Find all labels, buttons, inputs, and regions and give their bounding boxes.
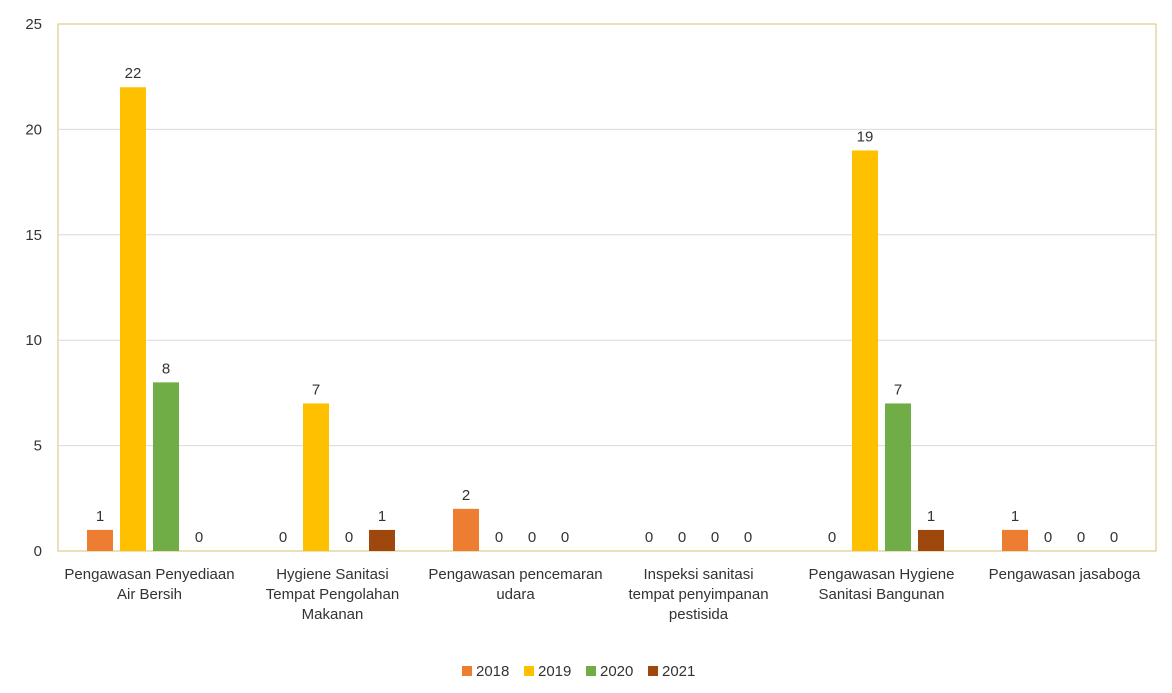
y-tick-label: 5 — [34, 438, 42, 455]
data-label: 1 — [927, 508, 935, 525]
data-label: 7 — [894, 381, 902, 398]
data-label: 2 — [462, 487, 470, 504]
bar-2021 — [918, 529, 944, 551]
data-label: 1 — [96, 508, 104, 525]
plot-area-border — [57, 23, 1157, 552]
bar-2018 — [453, 508, 479, 551]
data-label: 0 — [744, 529, 752, 546]
data-label: 0 — [345, 529, 353, 546]
data-label: 0 — [1077, 529, 1085, 546]
legend-swatch-2019 — [524, 666, 534, 676]
data-label: 0 — [711, 529, 719, 546]
x-category-label: Hygiene Sanitasi Tempat Pengolahan Makanan — [266, 566, 399, 623]
data-label: 0 — [561, 529, 569, 546]
data-label: 8 — [162, 360, 170, 377]
x-category-label: Pengawasan Penyediaan Air Bersih — [64, 566, 234, 603]
data-label: 0 — [1044, 529, 1052, 546]
x-category-label: Inspeksi sanitasi tempat penyimpanan pesti… — [628, 566, 768, 623]
x-category-label: Pengawasan jasaboga — [989, 566, 1141, 583]
legend-label: 2020 — [600, 663, 633, 680]
legend-swatch-2021 — [648, 666, 658, 676]
y-tick-label: 20 — [25, 121, 42, 138]
bar-2020 — [885, 403, 911, 551]
data-label: 0 — [678, 529, 686, 546]
y-tick-label: 10 — [25, 332, 42, 349]
legend-swatch-2020 — [586, 666, 596, 676]
y-tick-label: 0 — [34, 543, 42, 560]
data-label: 0 — [279, 529, 287, 546]
data-label: 7 — [312, 381, 320, 398]
bar-2019 — [303, 403, 329, 551]
legend-label: 2018 — [476, 663, 509, 680]
data-label: 0 — [828, 529, 836, 546]
y-tick-label: 25 — [25, 16, 42, 33]
bar-2019 — [852, 150, 878, 552]
x-category-label: Pengawasan pencemaran udara — [428, 566, 602, 603]
bar-2018 — [87, 529, 113, 551]
data-label: 0 — [195, 529, 203, 546]
legend-label: 2021 — [662, 663, 695, 680]
bar-2021 — [369, 529, 395, 551]
y-tick-label: 15 — [25, 227, 42, 244]
data-label: 0 — [1110, 529, 1118, 546]
legend-swatch-2018 — [462, 666, 472, 676]
bar-2018 — [1002, 529, 1028, 551]
bar-2020 — [153, 382, 179, 551]
data-label: 19 — [857, 128, 874, 145]
data-label: 0 — [528, 529, 536, 546]
data-label: 1 — [378, 508, 386, 525]
data-label: 22 — [125, 65, 142, 82]
data-label: 1 — [1011, 508, 1019, 525]
data-label: 0 — [645, 529, 653, 546]
legend-label: 2019 — [538, 663, 571, 680]
data-label: 0 — [495, 529, 503, 546]
bar-2019 — [120, 87, 146, 552]
x-category-label: Pengawasan Hygiene Sanitasi Bangunan — [809, 566, 955, 603]
